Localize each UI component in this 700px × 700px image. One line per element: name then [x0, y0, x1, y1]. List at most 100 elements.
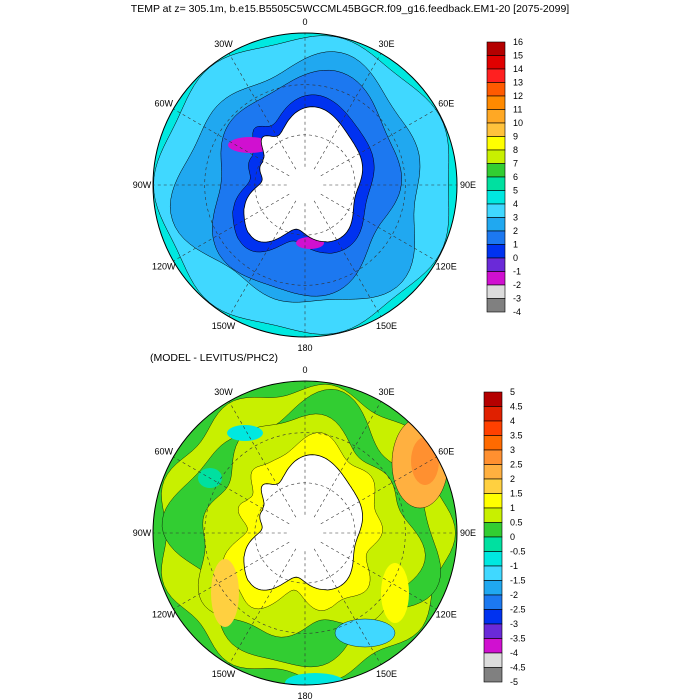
bottom-colorbar-swatch — [483, 594, 503, 610]
top-lon-label: 180 — [297, 343, 312, 353]
bottom-colorbar-swatch — [483, 493, 503, 509]
top-colorbar-swatch — [486, 163, 506, 178]
bottom-colorbar-swatch — [483, 522, 503, 538]
top-map-title: TEMP at z= 305.1m, b.e15.B5505C5WCCML45B… — [130, 3, 570, 15]
top-colorbar-label: 1 — [513, 240, 518, 250]
top-lon-label: 120E — [436, 262, 457, 272]
top-lon-label: 90W — [133, 180, 152, 190]
top-colorbar-label: 0 — [513, 253, 518, 263]
bottom-colorbar-swatch — [483, 435, 503, 451]
bottom-colorbar-label: -4 — [510, 648, 518, 658]
bottom-colorbar-label: 0 — [510, 532, 515, 542]
bottom-map-title: (MODEL - LEVITUS/PHC2) — [150, 352, 278, 364]
bottom-colorbar-swatch — [483, 667, 503, 683]
bottom-colorbar-label: -3 — [510, 619, 518, 629]
top-map-field — [153, 33, 457, 337]
top-colorbar-label: 10 — [513, 118, 523, 128]
top-colorbar-label: 15 — [513, 51, 523, 61]
bottom-colorbar-label: -2 — [510, 590, 518, 600]
top-colorbar-label: 6 — [513, 172, 518, 182]
top-colorbar-swatch — [486, 55, 506, 70]
bottom-colorbar-label: 4 — [510, 416, 515, 426]
top-colorbar-swatch — [486, 203, 506, 218]
bottom-lon-label: 150E — [376, 669, 397, 679]
bottom-colorbar-label: 0.5 — [510, 518, 523, 528]
top-colorbar-swatch — [486, 284, 506, 299]
top-colorbar-swatch — [486, 298, 506, 313]
top-colorbar-label: -4 — [513, 307, 521, 317]
bottom-colorbar-label: 5 — [510, 387, 515, 397]
bottom-colorbar-label: 2 — [510, 474, 515, 484]
top-colorbar-swatch — [486, 176, 506, 191]
bottom-colorbar-swatch — [483, 652, 503, 668]
top-colorbar-label: 4 — [513, 199, 518, 209]
top-colorbar-label: 8 — [513, 145, 518, 155]
top-lon-label: 60W — [155, 99, 174, 109]
top-lon-label: 150W — [212, 321, 236, 331]
top-colorbar-label: 3 — [513, 213, 518, 223]
top-colorbar-swatch — [486, 230, 506, 245]
bottom-colorbar-label: -4.5 — [510, 663, 526, 673]
top-lon-label: 90E — [460, 180, 476, 190]
bottom-map-field — [153, 381, 457, 685]
bottom-colorbar-swatch — [483, 623, 503, 639]
top-lon-label: 150E — [376, 321, 397, 331]
top-lon-label: 60E — [438, 99, 454, 109]
top-colorbar-swatch — [486, 149, 506, 164]
bottom-colorbar: 5 4.5 4 3.5 3 2.5 2 1.5 1 0.5 0 -0.5 -1 -1.5 -2 -2.5 -3 -… — [483, 387, 526, 687]
bottom-colorbar-label: 2.5 — [510, 460, 523, 470]
bottom-lon-label: 30W — [214, 387, 233, 397]
bottom-colorbar-swatch — [483, 391, 503, 407]
top-lon-label: 0 — [302, 17, 307, 27]
bottom-colorbar-label: 1 — [510, 503, 515, 513]
top-colorbar-label: 2 — [513, 226, 518, 236]
bottom-colorbar-label: -0.5 — [510, 547, 526, 557]
top-colorbar-swatch — [486, 217, 506, 232]
bottom-colorbar-swatch — [483, 580, 503, 596]
top-colorbar-swatch — [486, 95, 506, 110]
bottom-colorbar-label: 3 — [510, 445, 515, 455]
bottom-colorbar-swatch — [483, 565, 503, 581]
bottom-colorbar-swatch — [483, 478, 503, 494]
bottom-colorbar-swatch — [483, 536, 503, 552]
bottom-lon-label: 90W — [133, 528, 152, 538]
top-colorbar-label: 9 — [513, 132, 518, 142]
bottom-colorbar-label: -5 — [510, 677, 518, 687]
top-colorbar-swatch — [486, 82, 506, 97]
top-map-boundary — [152, 32, 458, 338]
bottom-colorbar-swatch — [483, 406, 503, 422]
bottom-lon-label: 120E — [436, 610, 457, 620]
top-colorbar-swatch — [486, 122, 506, 137]
bottom-colorbar-label: 4.5 — [510, 402, 523, 412]
bottom-colorbar-swatch — [483, 551, 503, 567]
top-colorbar-swatch — [486, 109, 506, 124]
bottom-lon-label: 150W — [212, 669, 236, 679]
top-lon-label: 30E — [378, 39, 394, 49]
bottom-colorbar-swatch — [483, 420, 503, 436]
bottom-lon-label: 30E — [378, 387, 394, 397]
top-colorbar-swatch — [486, 257, 506, 272]
bottom-graticule — [153, 381, 457, 685]
top-colorbar-swatch — [486, 41, 506, 56]
bottom-colorbar-swatch — [483, 609, 503, 625]
bottom-colorbar-label: 1.5 — [510, 489, 523, 499]
bottom-colorbar-swatch — [483, 449, 503, 465]
bottom-colorbar-label: -3.5 — [510, 634, 526, 644]
bottom-lon-label: 120W — [152, 610, 176, 620]
top-lon-label: 30W — [214, 39, 233, 49]
bottom-map-boundary — [152, 380, 458, 686]
bottom-colorbar-label: 3.5 — [510, 431, 523, 441]
bottom-lon-label: 60W — [155, 447, 174, 457]
bottom-lon-label: 90E — [460, 528, 476, 538]
bottom-lon-label: 0 — [302, 365, 307, 375]
bottom-colorbar-swatch — [483, 507, 503, 523]
top-colorbar-swatch — [486, 68, 506, 83]
bottom-colorbar-label: -2.5 — [510, 605, 526, 615]
top-colorbar-label: -3 — [513, 294, 521, 304]
top-lon-label: 120W — [152, 262, 176, 272]
bottom-colorbar-label: -1 — [510, 561, 518, 571]
top-colorbar-label: 5 — [513, 186, 518, 196]
top-colorbar-label: -1 — [513, 267, 521, 277]
top-colorbar-swatch — [486, 244, 506, 259]
